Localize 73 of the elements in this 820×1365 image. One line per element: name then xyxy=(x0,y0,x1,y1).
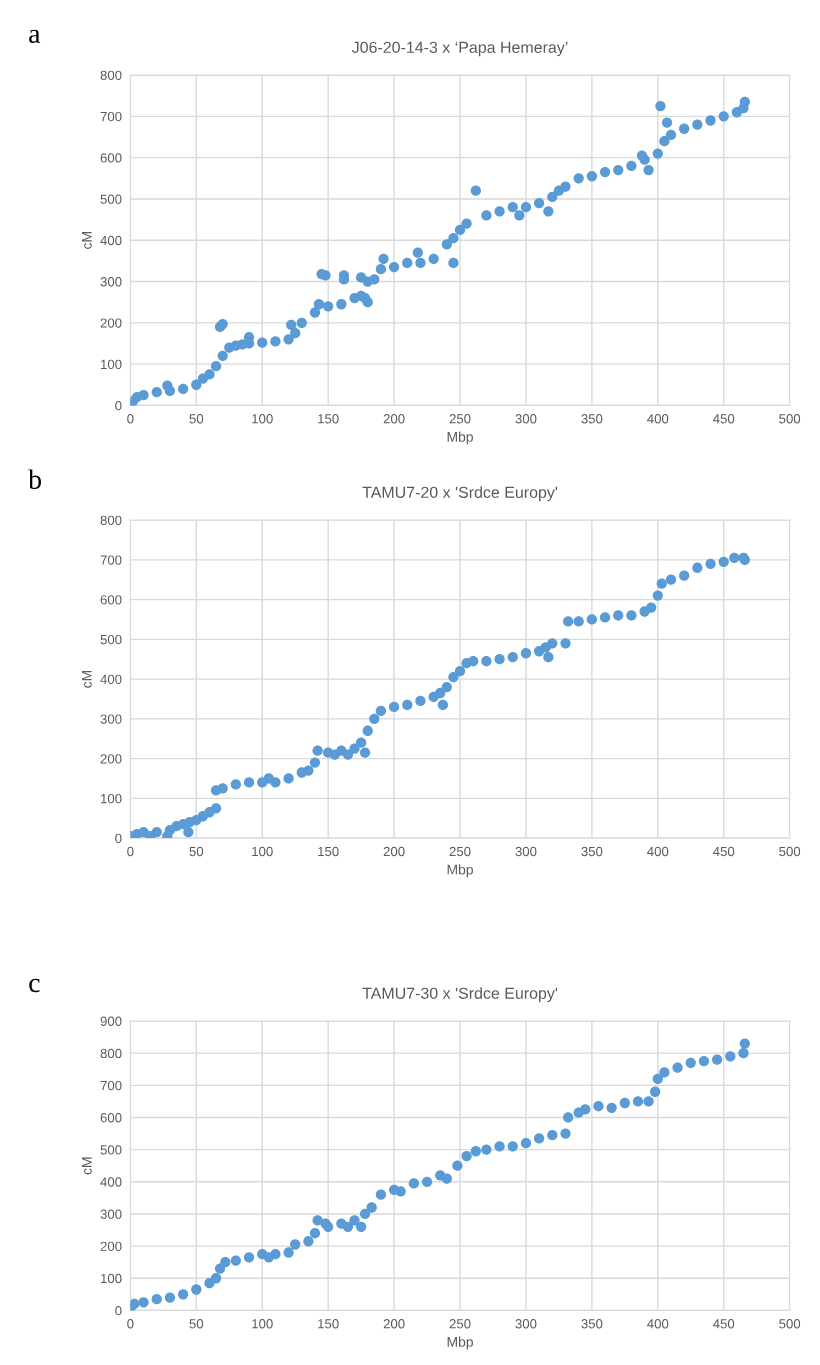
x-tick-label: 250 xyxy=(449,414,471,424)
x-tick-label: 200 xyxy=(383,846,405,857)
y-axis-title: cM xyxy=(82,232,92,249)
x-tick-label: 200 xyxy=(383,414,405,424)
y-axis-title: cM xyxy=(82,1157,92,1175)
y-tick-label: 100 xyxy=(101,359,122,370)
x-axis-title: Mbp xyxy=(447,1336,473,1350)
y-tick-label: 600 xyxy=(100,153,122,163)
x-tick-label: 350 xyxy=(581,846,603,857)
y-tick-label: 0 xyxy=(115,833,122,844)
y-tick-label: 700 xyxy=(100,1080,122,1091)
text: c xyxy=(29,978,40,993)
y-tick-label: 400 xyxy=(100,674,122,684)
x-tick-label: 400 xyxy=(647,1319,669,1329)
x-tick-label: 50 xyxy=(189,1319,204,1329)
x-tick-label: 150 xyxy=(318,846,339,857)
y-tick-label: 700 xyxy=(100,555,122,565)
y-tick-label: 900 xyxy=(100,1016,122,1026)
x-axis-title: Mbp xyxy=(447,431,473,445)
chart-title: TAMU7-30 x 'Srdce Europy' xyxy=(362,987,558,1003)
y-tick-label: 400 xyxy=(100,1177,122,1187)
y-tick-label: 800 xyxy=(100,515,122,525)
x-tick-label: 250 xyxy=(449,846,471,857)
x-tick-label: 250 xyxy=(449,1319,471,1329)
x-tick-label: 0 xyxy=(127,1319,134,1329)
y-tick-label: 100 xyxy=(101,1273,122,1284)
y-tick-label: 200 xyxy=(100,754,122,764)
y-tick-label: 500 xyxy=(100,194,122,204)
y-tick-label: 600 xyxy=(100,1113,122,1123)
x-tick-label: 300 xyxy=(515,1319,537,1329)
x-tick-label: 450 xyxy=(713,846,735,857)
y-tick-label: 600 xyxy=(100,595,122,605)
x-tick-label: 100 xyxy=(252,414,273,424)
y-tick-label: 800 xyxy=(100,70,122,80)
x-tick-label: 0 xyxy=(127,414,134,424)
y-tick-label: 200 xyxy=(100,318,122,328)
y-tick-label: 200 xyxy=(100,1241,122,1251)
x-tick-label: 50 xyxy=(189,846,204,857)
x-tick-label: 450 xyxy=(713,1319,735,1329)
y-tick-label: 700 xyxy=(100,111,122,122)
x-axis-title: Mbp xyxy=(447,864,473,878)
x-tick-label: 500 xyxy=(779,1319,801,1329)
y-axis-title: cM xyxy=(82,670,92,688)
x-tick-label: 0 xyxy=(127,846,134,857)
x-tick-label: 500 xyxy=(779,846,801,857)
y-tick-label: 300 xyxy=(100,277,122,287)
x-tick-label: 400 xyxy=(647,414,669,424)
x-tick-label: 450 xyxy=(713,414,735,424)
y-tick-label: 800 xyxy=(100,1048,122,1059)
y-tick-label: 100 xyxy=(101,793,122,804)
text: b xyxy=(28,469,42,489)
x-tick-label: 350 xyxy=(581,1319,603,1329)
x-tick-label: 200 xyxy=(383,1319,405,1329)
y-tick-label: 300 xyxy=(100,714,122,724)
y-tick-label: 300 xyxy=(100,1209,122,1219)
x-tick-label: 50 xyxy=(189,414,204,424)
x-tick-label: 100 xyxy=(252,846,273,857)
x-tick-label: 300 xyxy=(515,414,537,424)
x-tick-label: 150 xyxy=(318,414,339,424)
y-tick-label: 400 xyxy=(100,235,122,246)
text: a xyxy=(29,29,41,44)
x-tick-label: 300 xyxy=(515,846,537,857)
y-tick-label: 0 xyxy=(115,1305,122,1316)
y-tick-label: 0 xyxy=(115,400,122,411)
chart-title: J06-20-14-3 x ‘Papa Hemeray’ xyxy=(351,41,568,57)
chart-title: TAMU7-20 x 'Srdce Europy' xyxy=(362,486,558,502)
x-tick-label: 100 xyxy=(252,1319,273,1329)
x-tick-label: 350 xyxy=(581,414,603,424)
x-tick-label: 400 xyxy=(647,846,669,857)
x-tick-label: 500 xyxy=(779,414,801,424)
y-tick-label: 500 xyxy=(100,1145,122,1155)
x-tick-label: 150 xyxy=(318,1319,339,1329)
y-tick-label: 500 xyxy=(100,634,122,645)
